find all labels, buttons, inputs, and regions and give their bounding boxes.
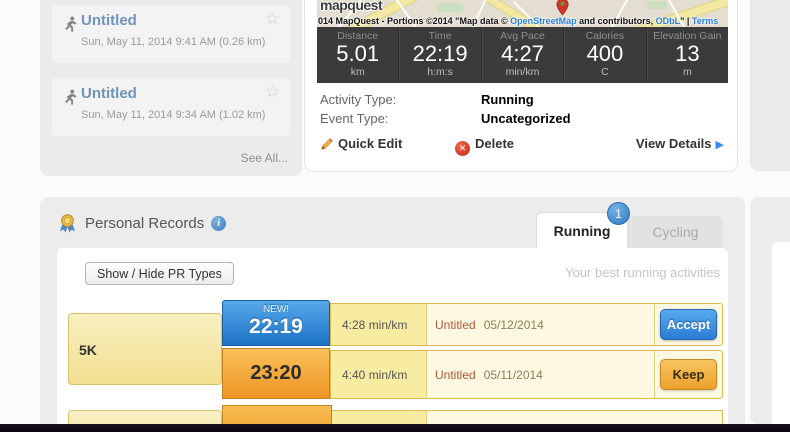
delete-x-icon: ✕ <box>455 141 470 156</box>
pr-row: 4:28 min/km Untitled 05/12/2014 Accept <box>330 303 723 346</box>
stat-value: 22:19 <box>412 41 468 66</box>
delete-button[interactable]: ✕ Delete <box>455 136 514 156</box>
pr-panel: Show / Hide PR Types Your best running a… <box>57 248 728 432</box>
detail-value: Uncategorized <box>481 111 571 126</box>
see-all-link[interactable]: See All... <box>240 151 288 165</box>
pr-title: Personal Records <box>85 215 205 232</box>
stat-time: Time 22:19 h:m:s <box>399 27 482 83</box>
star-icon[interactable]: ☆ <box>264 82 280 101</box>
activity-cell: Untitled 05/11/2014 <box>427 351 654 398</box>
pr-new-time-box: NEW! 22:19 <box>222 300 330 346</box>
pr-time-value: 23:20 <box>250 362 302 384</box>
stat-distance: Distance 5.01 km <box>317 27 400 83</box>
runner-icon <box>65 16 77 32</box>
detail-label: Event Type: <box>320 111 389 126</box>
activity-cell: Untitled 05/12/2014 <box>427 304 654 345</box>
stat-value: 4:27 <box>501 41 544 66</box>
view-details-label: View Details <box>635 136 712 151</box>
stat-label: Distance <box>337 30 379 42</box>
accept-button[interactable]: Accept <box>660 309 717 340</box>
quick-edit-button[interactable]: Quick Edit <box>320 136 402 151</box>
activity-date: 05/12/2014 <box>483 317 544 332</box>
stat-unit: m <box>682 66 692 78</box>
action-cell: Accept <box>654 304 722 345</box>
activity-link[interactable]: Untitled <box>435 367 476 382</box>
activity-date: 05/11/2014 <box>483 367 543 382</box>
action-cell: Keep <box>654 351 722 398</box>
stats-bar: Distance 5.01 km Time 22:19 h:m:s Avg Pa… <box>317 27 728 83</box>
chevron-right-icon: ▶ <box>715 139 724 151</box>
stat-unit: min/km <box>505 66 540 78</box>
attribution-text: 014 MapQuest - Portions ©2014 "Map data … <box>318 16 511 26</box>
stat-calories: Calories 400 C <box>564 27 647 83</box>
map-pin-icon <box>556 0 569 16</box>
pace-cell: 4:28 min/km <box>331 304 427 345</box>
activity-link[interactable]: Untitled <box>435 317 476 332</box>
stat-value: 400 <box>586 41 624 66</box>
pr-old-time-box: 23:20 <box>222 348 330 399</box>
show-hide-pr-types-button[interactable]: Show / Hide PR Types <box>85 262 234 285</box>
stat-label: Avg Pace <box>500 30 545 42</box>
star-icon[interactable]: ☆ <box>264 9 280 28</box>
activity-list-item[interactable]: Untitled ☆ Sun, May 11, 2014 9:41 AM (0.… <box>52 5 290 63</box>
pr-header: Personal Records i <box>58 214 227 233</box>
activity-list-item[interactable]: Untitled ☆ Sun, May 11, 2014 9:34 AM (1.… <box>52 78 290 136</box>
stat-label: Time <box>428 30 452 42</box>
tab-cycling[interactable]: Cycling <box>628 216 723 248</box>
stat-value: 13 <box>675 41 700 66</box>
map-attribution: 014 MapQuest - Portions ©2014 "Map data … <box>318 16 718 26</box>
personal-records-card: Personal Records i Running Cycling 1 Sho… <box>40 197 745 432</box>
quick-edit-label: Quick Edit <box>338 136 403 151</box>
keep-button[interactable]: Keep <box>660 359 717 390</box>
stat-unit: h:m:s <box>427 66 453 78</box>
stat-label: Calories <box>585 30 625 42</box>
stat-unit: km <box>350 66 365 78</box>
activity-subtitle: Sun, May 11, 2014 9:34 AM (1.02 km) <box>81 109 266 121</box>
attribution-text: " | <box>680 16 692 26</box>
pencil-icon <box>321 138 333 150</box>
openstreetmap-link[interactable]: OpenStreetMap <box>510 16 577 26</box>
pace-cell: 4:40 min/km <box>331 351 427 398</box>
pr-distance-label-5k: 5K <box>68 313 222 385</box>
event-type-row: Event Type: Uncategorized <box>320 111 722 126</box>
delete-label: Delete <box>475 136 515 151</box>
activity-subtitle: Sun, May 11, 2014 9:41 AM (0.26 km) <box>81 36 266 48</box>
right-column-card-top <box>750 0 790 171</box>
activity-feed-card: Untitled ☆ Sun, May 11, 2014 9:41 AM (0.… <box>40 0 302 176</box>
terms-link[interactable]: Terms <box>691 16 719 26</box>
new-flag: NEW! <box>262 304 290 315</box>
info-icon[interactable]: i <box>211 216 227 231</box>
pr-subtitle: Your best running activities <box>565 265 720 280</box>
mapquest-logo: mapquest <box>320 0 383 13</box>
detail-value: Running <box>481 92 534 107</box>
map-park <box>437 3 463 12</box>
medal-icon <box>59 214 76 233</box>
stat-unit: C <box>601 66 609 78</box>
running-tab-badge: 1 <box>607 202 630 225</box>
view-details-link[interactable]: View Details ▶ <box>636 136 724 151</box>
right-column-panel <box>772 242 790 424</box>
stat-value: 5.01 <box>336 41 380 66</box>
stat-label: Elevation Gain <box>653 30 722 42</box>
pr-time-value: 22:19 <box>249 315 303 338</box>
detail-label: Activity Type: <box>320 92 397 107</box>
bottom-dock-edge <box>0 424 790 432</box>
attribution-text: and contributors, <box>576 16 656 26</box>
activity-title-link[interactable]: Untitled <box>81 85 137 102</box>
stat-avg-pace: Avg Pace 4:27 min/km <box>482 27 565 83</box>
activity-type-row: Activity Type: Running <box>320 92 722 107</box>
activity-title-link[interactable]: Untitled <box>81 12 137 29</box>
odbl-link[interactable]: ODbL <box>655 16 681 26</box>
pr-row: 4:40 min/km Untitled 05/11/2014 Keep <box>330 350 723 399</box>
pr-distance-text: 5K <box>79 342 97 358</box>
map-park <box>647 1 667 9</box>
summary-actions: Quick Edit ✕ Delete View Details ▶ <box>320 136 724 156</box>
route-map[interactable]: mapquest 014 MapQuest - Portions ©2014 "… <box>317 0 728 27</box>
stat-elevation-gain: Elevation Gain 13 m <box>647 27 728 83</box>
workout-summary-card: mapquest 014 MapQuest - Portions ©2014 "… <box>305 0 737 171</box>
right-column-card-bottom <box>750 197 790 424</box>
runner-icon <box>65 89 77 105</box>
